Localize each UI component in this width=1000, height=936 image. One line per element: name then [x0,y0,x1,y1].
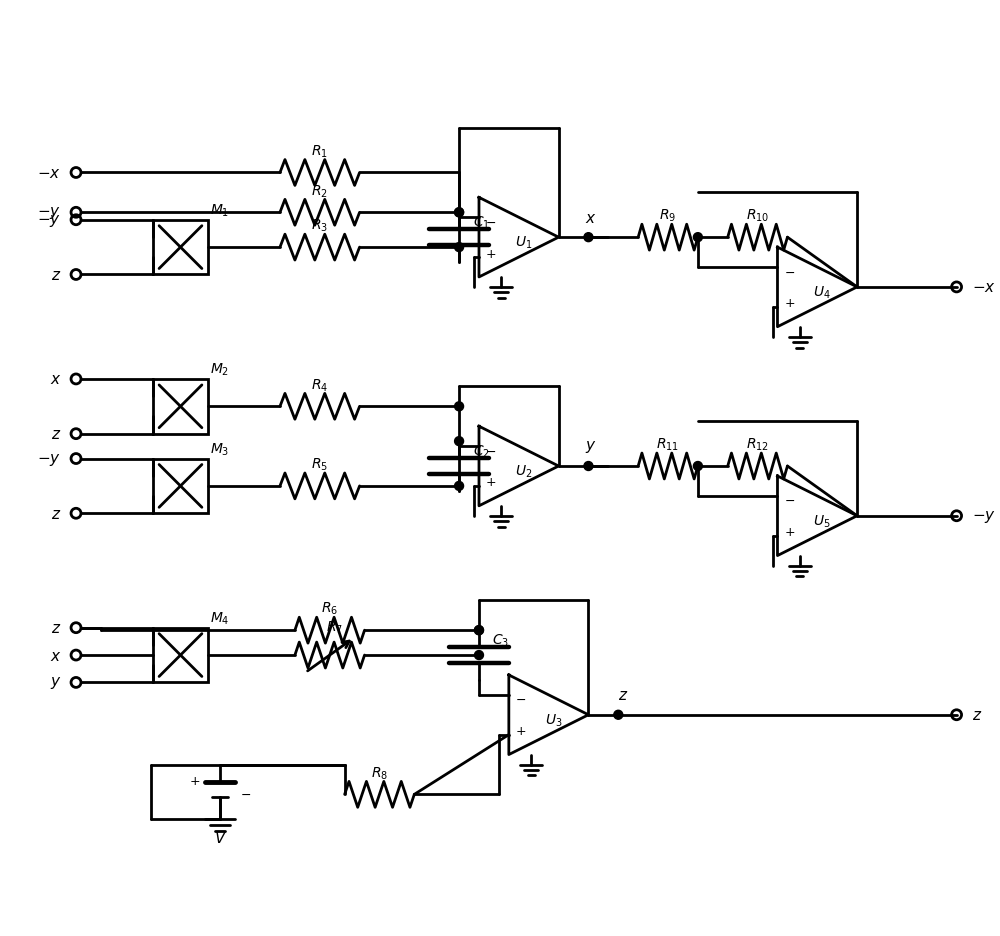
Circle shape [584,462,593,471]
Text: $z$: $z$ [51,621,61,636]
Bar [153,221,208,275]
Text: $-$: $-$ [485,215,496,228]
Text: $-$: $-$ [784,494,795,506]
Circle shape [455,243,464,253]
Circle shape [475,626,483,635]
Text: $z$: $z$ [51,506,61,521]
Text: $R_{10}$: $R_{10}$ [746,208,769,225]
Text: $C_3$: $C_3$ [492,632,509,649]
Text: $-x$: $-x$ [972,280,995,295]
Text: $R_7$: $R_7$ [326,620,343,636]
Text: $U_3$: $U_3$ [545,711,562,728]
Text: $-y$: $-y$ [37,451,61,467]
Text: $U_2$: $U_2$ [515,463,532,479]
Text: $-$: $-$ [784,265,795,278]
Text: $-$: $-$ [485,444,496,457]
Text: $C_2$: $C_2$ [473,444,489,460]
Text: $+$: $+$ [784,297,795,310]
Text: $+$: $+$ [784,526,795,538]
Text: $M_4$: $M_4$ [210,609,229,626]
Text: $-y$: $-y$ [972,508,995,524]
Circle shape [693,462,702,471]
Text: $+$: $+$ [485,247,497,260]
Text: $-y$: $-y$ [37,205,61,221]
Bar [153,628,208,682]
Text: $R_6$: $R_6$ [321,601,338,617]
Text: $U_1$: $U_1$ [515,235,532,251]
Text: $-$: $-$ [240,787,251,800]
Text: $U_4$: $U_4$ [813,285,831,300]
Circle shape [584,233,593,242]
Text: $V$: $V$ [214,829,227,845]
Text: $R_3$: $R_3$ [311,218,328,234]
Text: $-$: $-$ [515,693,526,706]
Text: $+$: $+$ [515,724,526,738]
Text: $M_1$: $M_1$ [210,202,229,218]
Text: $+$: $+$ [485,475,497,489]
Circle shape [614,710,623,720]
Text: $z$: $z$ [51,268,61,283]
Text: $y$: $y$ [585,439,596,455]
Circle shape [455,209,464,217]
Text: $x$: $x$ [50,372,61,387]
Text: $x$: $x$ [585,211,596,226]
Text: $z$: $z$ [972,708,982,723]
Text: $R_1$: $R_1$ [311,143,328,160]
Text: $R_{12}$: $R_{12}$ [746,436,769,453]
Circle shape [475,626,483,635]
Circle shape [693,233,702,242]
Text: $+$: $+$ [189,774,200,787]
Text: $U_5$: $U_5$ [813,513,831,530]
Text: $z$: $z$ [51,427,61,442]
Text: $-x$: $-x$ [37,166,61,181]
Circle shape [455,402,464,411]
Text: $R_9$: $R_9$ [659,208,677,225]
Text: $R_{11}$: $R_{11}$ [656,436,680,453]
Text: $x$: $x$ [50,648,61,663]
Text: $R_4$: $R_4$ [311,377,328,393]
Text: $M_3$: $M_3$ [210,441,229,457]
Text: $M_2$: $M_2$ [210,361,229,377]
Bar [153,459,208,514]
Circle shape [455,437,464,446]
Text: $R_8$: $R_8$ [371,765,388,781]
Text: $R_2$: $R_2$ [311,183,328,199]
Text: $y$: $y$ [50,675,61,691]
Circle shape [455,482,464,490]
Circle shape [455,209,464,217]
Text: $-y$: $-y$ [37,212,61,228]
Circle shape [475,651,483,660]
Text: $z$: $z$ [618,688,628,703]
Text: $R_5$: $R_5$ [311,457,328,473]
Bar [153,379,208,434]
Text: $C_1$: $C_1$ [473,214,489,231]
